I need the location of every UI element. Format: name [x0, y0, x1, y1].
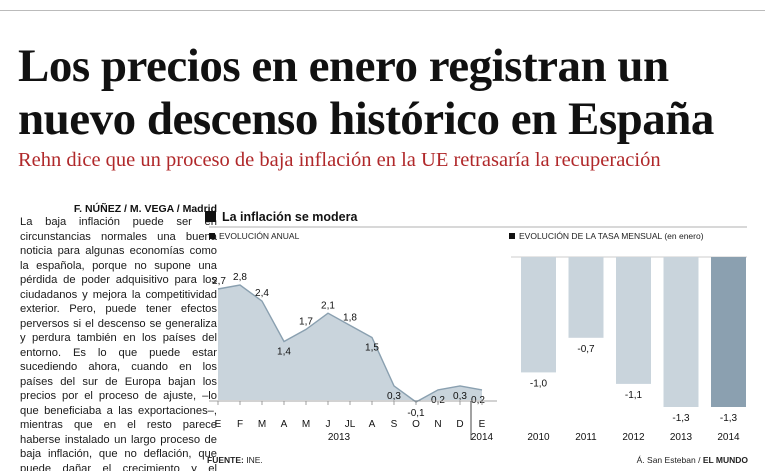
annual-month-label: J	[326, 419, 331, 430]
monthly-value-label: -1,1	[625, 390, 643, 401]
annual-month-label: A	[281, 419, 288, 430]
monthly-value-label: -1,3	[720, 413, 738, 424]
byline: F. NÚÑEZ / M. VEGA / Madrid	[73, 203, 217, 215]
graphic-title-marker	[205, 211, 216, 222]
monthly-bar	[568, 257, 604, 338]
monthly-year-label: 2013	[670, 432, 693, 443]
year-label-2013: 2013	[328, 432, 351, 443]
credit-author: Á. San Esteban /	[636, 455, 701, 465]
annual-month-label: S	[391, 419, 398, 430]
inflation-graphic: La inflación se modera EVOLUCIÓN ANUAL 2…	[205, 210, 747, 443]
annual-value-label: 2,8	[233, 272, 247, 283]
annual-subtitle: EVOLUCIÓN ANUAL	[219, 231, 300, 241]
credit-note: Á. San Esteban / EL MUNDO	[637, 455, 748, 465]
annual-month-label: F	[237, 419, 243, 430]
monthly-bar	[711, 257, 746, 407]
monthly-subtitle-marker	[509, 233, 515, 239]
year-label-2014: 2014	[471, 432, 494, 443]
monthly-bar	[663, 257, 699, 407]
annual-value-label: 1,4	[277, 347, 291, 358]
annual-value-label: 0,2	[471, 395, 485, 406]
annual-value-label: 1,5	[365, 342, 379, 353]
source-value: INE.	[246, 455, 263, 465]
monthly-year-label: 2014	[717, 432, 740, 443]
source-label: FUENTE:	[207, 455, 244, 465]
annual-value-label: 2,7	[212, 276, 226, 287]
credit-outlet: EL MUNDO	[702, 455, 748, 465]
monthly-bar	[521, 257, 556, 373]
monthly-value-label: -1,3	[672, 413, 690, 424]
monthly-year-label: 2011	[575, 432, 597, 443]
annual-value-label: 2,4	[255, 288, 269, 299]
annual-chart: EVOLUCIÓN ANUAL 2,7 2,8 2,4 1,4 1,7 2,1 1,8 1,5…	[209, 231, 497, 443]
annual-value-label: -0,1	[407, 408, 425, 419]
annual-month-label: O	[412, 419, 420, 430]
annual-month-label: D	[456, 419, 463, 430]
annual-value-label: 0,3	[387, 391, 401, 402]
article-body: La baja inflación puede ser en circunsta…	[20, 216, 217, 471]
annual-value-label: 0,2	[431, 395, 445, 406]
monthly-chart: EVOLUCIÓN DE LA TASA MENSUAL (en enero) …	[509, 231, 747, 443]
annual-month-label: M	[258, 419, 266, 430]
monthly-value-label: -1,0	[530, 378, 548, 389]
top-rule	[0, 10, 765, 11]
annual-month-label: JL	[345, 419, 356, 430]
annual-month-label: A	[369, 419, 376, 430]
annual-area	[218, 285, 482, 402]
monthly-bar	[616, 257, 651, 384]
graphic-title: La inflación se modera	[222, 210, 359, 224]
annual-value-label: 2,1	[321, 300, 335, 311]
annual-value-label: 1,8	[343, 312, 357, 323]
monthly-subtitle: EVOLUCIÓN DE LA TASA MENSUAL (en enero)	[519, 231, 704, 241]
annual-value-label: 0,3	[453, 391, 467, 402]
annual-subtitle-marker	[209, 233, 215, 239]
monthly-value-label: -0,7	[577, 344, 595, 355]
annual-month-label: E	[215, 419, 222, 430]
monthly-year-label: 2012	[622, 432, 645, 443]
annual-month-label: M	[302, 419, 310, 430]
annual-month-label: E	[479, 419, 486, 430]
annual-month-label: N	[434, 419, 441, 430]
source-note: FUENTE: INE.	[207, 455, 263, 465]
annual-line	[217, 284, 483, 403]
annual-value-label: 1,7	[299, 316, 313, 327]
monthly-year-label: 2010	[527, 432, 550, 443]
headline: Los precios en enero registran un nuevo …	[18, 40, 714, 145]
subtitle: Rehn dice que un proceso de baja inflaci…	[18, 149, 661, 171]
